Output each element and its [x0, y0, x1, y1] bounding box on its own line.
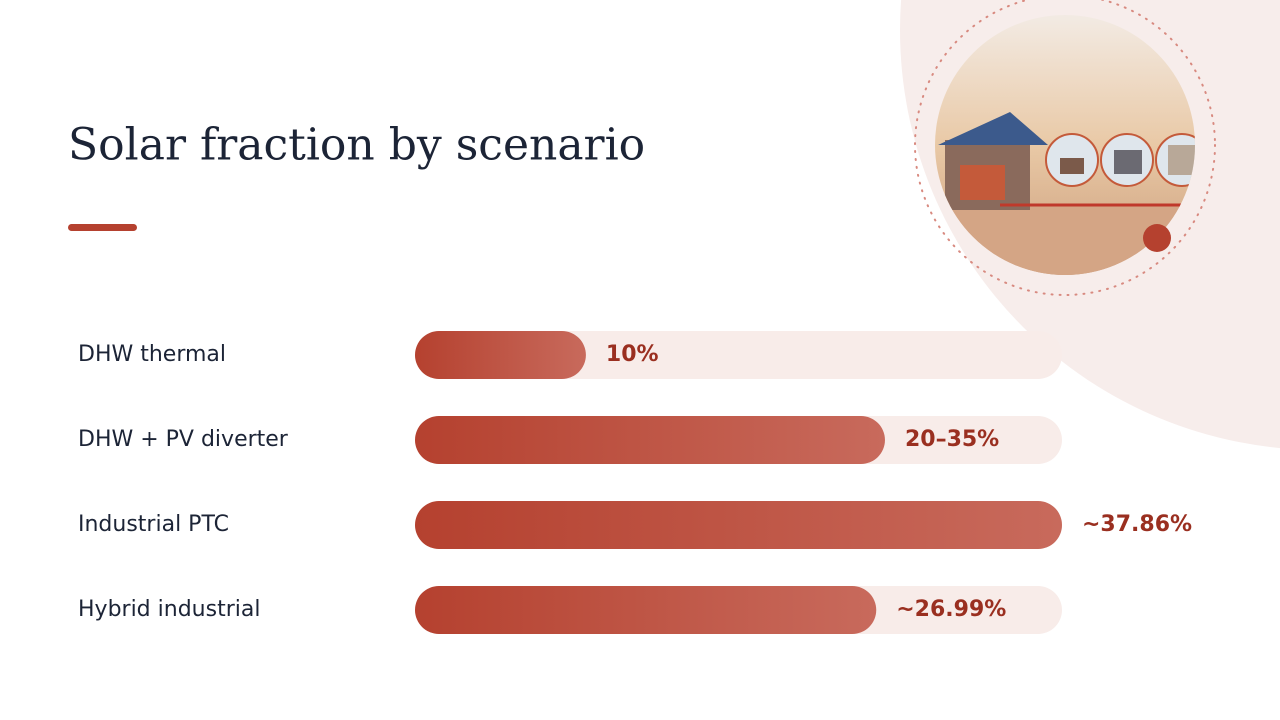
category-label: Industrial PTC — [78, 512, 229, 537]
value-label: ~37.86% — [1082, 512, 1192, 537]
bar — [415, 501, 1062, 549]
value-label: 20–35% — [905, 427, 999, 452]
accent-dot — [1143, 224, 1171, 252]
illustration — [935, 15, 1195, 275]
bar — [415, 331, 586, 379]
bar — [415, 416, 885, 464]
value-label: 10% — [606, 342, 659, 367]
category-label: DHW thermal — [78, 342, 226, 367]
value-label: ~26.99% — [896, 597, 1006, 622]
title-underline — [68, 224, 137, 231]
dotted-ring — [914, 0, 1216, 296]
category-label: DHW + PV diverter — [78, 427, 289, 452]
bar — [415, 586, 877, 634]
chart-title: Solar fraction by scenario — [68, 120, 645, 171]
category-label: Hybrid industrial — [78, 597, 260, 622]
